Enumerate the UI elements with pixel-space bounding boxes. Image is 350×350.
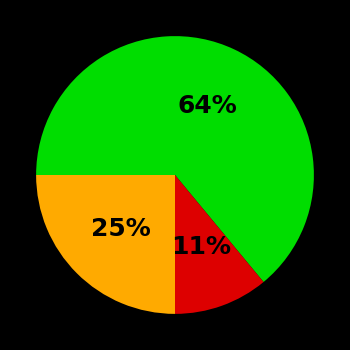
Wedge shape: [36, 36, 314, 282]
Wedge shape: [36, 175, 175, 314]
Wedge shape: [175, 175, 264, 314]
Text: 25%: 25%: [91, 217, 151, 241]
Text: 64%: 64%: [178, 94, 237, 118]
Text: 11%: 11%: [171, 235, 231, 259]
